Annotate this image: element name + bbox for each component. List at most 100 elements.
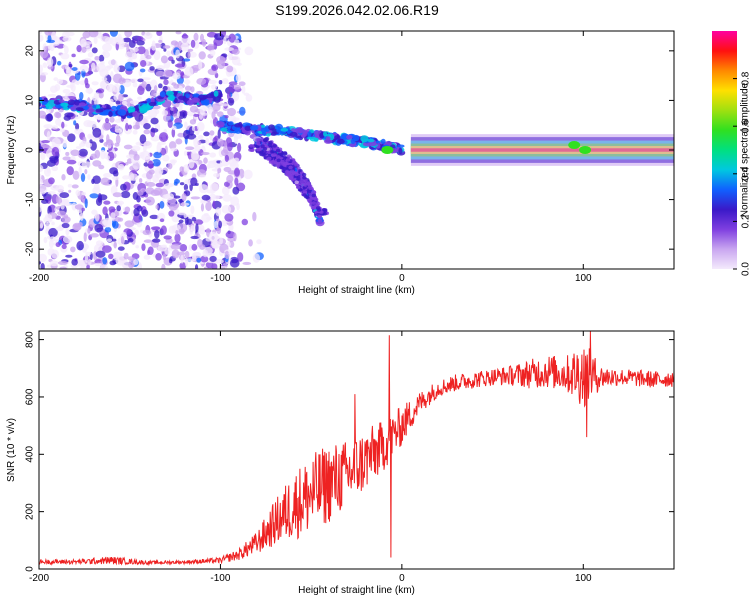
noise-speckle (198, 51, 206, 60)
noise-speckle (200, 203, 205, 212)
noise-speckle (90, 141, 97, 151)
noise-speckle (55, 242, 61, 248)
noise-speckle (134, 229, 139, 236)
branch-blob (289, 176, 294, 180)
noise-speckle (124, 31, 133, 38)
noise-speckle (188, 158, 195, 169)
noise-speckle (165, 193, 175, 200)
noise-speckle (178, 228, 185, 235)
branch-blob (346, 134, 353, 140)
carrier-blob (568, 141, 581, 150)
noise-speckle (160, 225, 167, 235)
noise-speckle (109, 116, 115, 123)
noise-speckle (168, 202, 178, 211)
noise-speckle (140, 54, 146, 60)
branch-blob (350, 138, 356, 145)
noise-speckle (155, 252, 162, 261)
noise-speckle (109, 98, 114, 104)
noise-speckle (237, 252, 244, 262)
noise-speckle (241, 85, 246, 94)
branch-blob (306, 189, 312, 194)
noise-speckle (226, 65, 234, 73)
branch-blob (275, 155, 281, 159)
noise-speckle (121, 231, 127, 238)
noise-speckle (64, 112, 74, 118)
noise-speckle (55, 184, 65, 192)
noise-speckle (88, 31, 99, 38)
noise-speckle (115, 100, 121, 105)
noise-speckle (43, 236, 48, 244)
noise-speckle (114, 119, 122, 123)
noise-speckle (94, 262, 103, 267)
noise-speckle (130, 78, 138, 84)
noise-speckle (49, 155, 58, 161)
noise-speckle (153, 187, 163, 196)
noise-speckle (91, 81, 99, 86)
noise-speckle (233, 232, 237, 242)
noise-speckle (55, 226, 64, 232)
branch-blob (268, 124, 276, 131)
spec-ytick-label: 0 (25, 147, 36, 153)
noise-speckle (145, 156, 151, 160)
noise-speckle (123, 144, 133, 150)
noise-speckle (183, 58, 191, 62)
branch-blob (244, 125, 252, 131)
noise-speckle (79, 65, 89, 72)
noise-speckle (183, 183, 189, 191)
branch-blob (303, 178, 308, 183)
noise-speckle (183, 213, 188, 219)
branch-blob (302, 175, 307, 180)
noise-speckle (196, 121, 205, 132)
noise-speckle (148, 169, 155, 175)
snr-ytick-label: 200 (25, 503, 36, 520)
noise-speckle (152, 174, 160, 183)
branch-blob (300, 182, 305, 187)
branch-blob (264, 137, 270, 141)
noise-speckle (242, 261, 252, 266)
noise-speckle (62, 235, 73, 244)
branch-blob (334, 135, 341, 140)
noise-speckle (140, 59, 147, 68)
noise-speckle (213, 173, 220, 178)
noise-speckle (126, 98, 134, 108)
noise-speckle (181, 193, 187, 202)
noise-speckle (55, 112, 62, 119)
snr-marks (39, 331, 674, 567)
noise-speckle (91, 96, 98, 101)
noise-speckle (219, 237, 223, 245)
noise-speckle (40, 151, 46, 161)
noise-speckle (51, 249, 59, 259)
noise-speckle (155, 182, 164, 188)
noise-speckle (39, 222, 44, 229)
noise-speckle (223, 37, 227, 45)
branch-blob (294, 180, 299, 185)
branch-blob (139, 107, 147, 114)
noise-speckle (201, 151, 210, 156)
branch-blob (70, 106, 77, 111)
noise-speckle (116, 205, 121, 212)
noise-speckle (162, 154, 170, 162)
noise-speckle (223, 145, 228, 154)
noise-speckle (114, 211, 120, 217)
branch-blob (132, 111, 139, 118)
noise-speckle (161, 263, 166, 269)
noise-speckle (168, 80, 173, 85)
snr-series-line (39, 331, 674, 567)
noise-speckle (106, 65, 114, 69)
noise-speckle (76, 45, 82, 53)
noise-speckle (158, 39, 163, 43)
noise-speckle (214, 135, 219, 142)
branch-blob (397, 144, 405, 148)
snr-panel: -200 -100 0 100 0 200 400 600 800 Height of strai… (6, 330, 675, 596)
branch-blob (166, 90, 174, 97)
noise-speckle (226, 91, 231, 100)
noise-speckle (221, 103, 229, 107)
noise-speckle (66, 66, 71, 74)
branch-blob (95, 108, 104, 113)
noise-speckle (51, 146, 60, 157)
noise-speckle (233, 134, 238, 145)
noise-speckle (51, 221, 55, 226)
noise-speckle (219, 265, 227, 269)
branch-blob (148, 101, 157, 107)
